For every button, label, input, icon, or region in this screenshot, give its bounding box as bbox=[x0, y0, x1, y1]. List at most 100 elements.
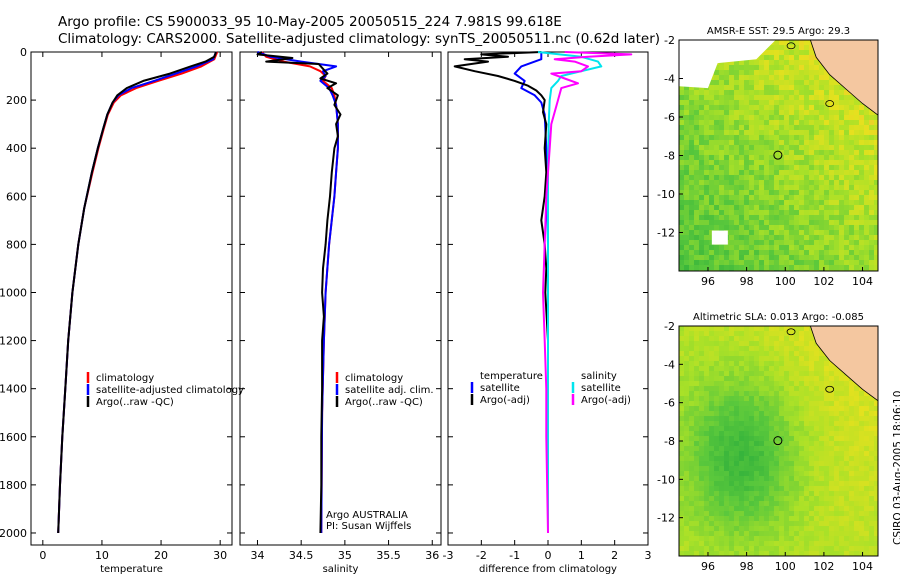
map-cell bbox=[774, 135, 779, 140]
map-cell bbox=[874, 245, 878, 250]
map-cell bbox=[829, 381, 834, 386]
map-cell bbox=[749, 255, 754, 260]
map-cell bbox=[749, 215, 754, 220]
map-cell bbox=[759, 506, 764, 511]
map-cell bbox=[744, 406, 749, 411]
map-cell bbox=[759, 265, 764, 270]
map-cell bbox=[869, 441, 874, 446]
map-cell bbox=[709, 521, 714, 526]
map-cell bbox=[734, 245, 739, 250]
map-cell bbox=[754, 135, 759, 140]
map-cell bbox=[759, 85, 764, 90]
map-cell bbox=[759, 175, 764, 180]
map-cell bbox=[769, 366, 774, 371]
map-cell bbox=[684, 115, 689, 120]
map-cell bbox=[829, 391, 834, 396]
map-cell bbox=[829, 371, 834, 376]
map-cell bbox=[824, 486, 829, 491]
map-cell bbox=[784, 50, 789, 55]
map-cell bbox=[699, 371, 704, 376]
map-cell bbox=[844, 245, 849, 250]
map-cell bbox=[719, 411, 724, 416]
map-cell bbox=[794, 541, 799, 546]
map-cell bbox=[819, 190, 824, 195]
map-cell bbox=[769, 486, 774, 491]
map-cell bbox=[734, 531, 739, 536]
map-cell bbox=[754, 180, 759, 185]
map-cell bbox=[739, 356, 744, 361]
map-cell bbox=[679, 446, 684, 451]
map-cell bbox=[719, 185, 724, 190]
map-cell bbox=[834, 245, 839, 250]
map-cell bbox=[679, 200, 684, 205]
map-cell bbox=[704, 506, 709, 511]
map-cell bbox=[794, 391, 799, 396]
map-cell bbox=[874, 516, 878, 521]
map-cell bbox=[724, 356, 729, 361]
map-cell bbox=[839, 85, 844, 90]
x-tick-label: 96 bbox=[701, 560, 715, 573]
map-cell bbox=[769, 426, 774, 431]
map-cell bbox=[699, 516, 704, 521]
map-cell bbox=[694, 501, 699, 506]
map-cell bbox=[779, 376, 784, 381]
map-cell bbox=[819, 421, 824, 426]
map-cell bbox=[849, 160, 854, 165]
map-cell bbox=[784, 441, 789, 446]
map-cell bbox=[779, 391, 784, 396]
map-cell bbox=[699, 145, 704, 150]
map-cell bbox=[809, 431, 814, 436]
map-cell bbox=[854, 210, 859, 215]
map-cell bbox=[689, 346, 694, 351]
map-cell bbox=[694, 120, 699, 125]
map-cell bbox=[724, 80, 729, 85]
map-cell bbox=[784, 366, 789, 371]
map-cell bbox=[799, 65, 804, 70]
map-cell bbox=[679, 506, 684, 511]
map-cell bbox=[854, 546, 859, 551]
map-cell bbox=[759, 65, 764, 70]
map-cell bbox=[819, 376, 824, 381]
map-cell bbox=[719, 421, 724, 426]
map-cell bbox=[864, 446, 869, 451]
map-cell bbox=[784, 471, 789, 476]
map-cell bbox=[694, 105, 699, 110]
map-cell bbox=[864, 491, 869, 496]
map-cell bbox=[769, 225, 774, 230]
map-cell bbox=[819, 446, 824, 451]
map-cell bbox=[764, 511, 769, 516]
map-cell bbox=[844, 95, 849, 100]
map-cell bbox=[734, 371, 739, 376]
map-cell bbox=[709, 230, 714, 235]
map-cell bbox=[724, 491, 729, 496]
map-cell bbox=[734, 175, 739, 180]
map-cell bbox=[719, 451, 724, 456]
map-cell bbox=[714, 396, 719, 401]
map-cell bbox=[759, 130, 764, 135]
map-cell bbox=[704, 551, 709, 556]
map-cell bbox=[804, 526, 809, 531]
map-cell bbox=[799, 70, 804, 75]
map-cell bbox=[719, 115, 724, 120]
map-cell bbox=[854, 501, 859, 506]
map-cell bbox=[864, 501, 869, 506]
map-cell bbox=[844, 90, 849, 95]
map-cell bbox=[704, 155, 709, 160]
map-cell bbox=[804, 496, 809, 501]
map-cell bbox=[729, 145, 734, 150]
map-cell bbox=[789, 521, 794, 526]
map-cell bbox=[799, 441, 804, 446]
map-cell bbox=[854, 411, 859, 416]
map-cell bbox=[784, 95, 789, 100]
map-cell bbox=[744, 441, 749, 446]
map-cell bbox=[784, 391, 789, 396]
map-cell bbox=[704, 516, 709, 521]
map-cell bbox=[764, 180, 769, 185]
map-cell bbox=[809, 70, 814, 75]
map-cell bbox=[799, 250, 804, 255]
map-cell bbox=[814, 220, 819, 225]
map-cell bbox=[844, 391, 849, 396]
map-cell bbox=[799, 526, 804, 531]
map-cell bbox=[704, 205, 709, 210]
map-cell bbox=[814, 210, 819, 215]
